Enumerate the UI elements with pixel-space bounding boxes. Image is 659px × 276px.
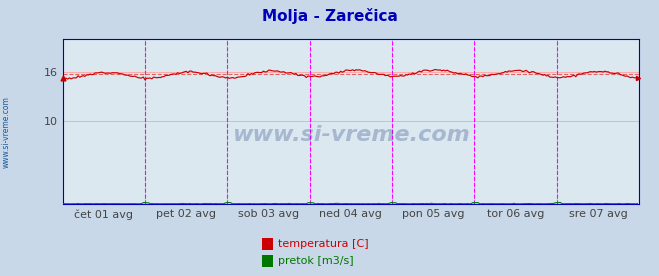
Text: www.si-vreme.com: www.si-vreme.com [2,97,11,168]
Text: Molja - Zarečica: Molja - Zarečica [262,8,397,24]
Text: temperatura [C]: temperatura [C] [278,239,369,249]
Text: www.si-vreme.com: www.si-vreme.com [232,125,470,145]
Text: pretok [m3/s]: pretok [m3/s] [278,256,354,266]
